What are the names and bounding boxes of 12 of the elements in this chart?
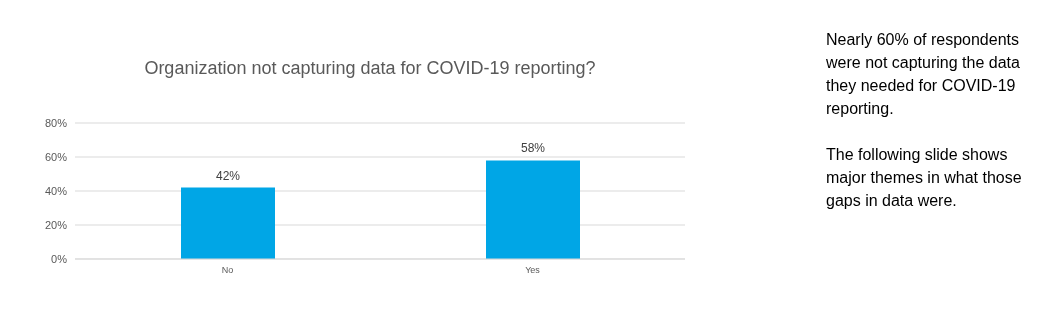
y-tick-label: 40%	[44, 184, 68, 197]
x-tick-label: No	[221, 265, 234, 276]
data-label: 42%	[215, 168, 241, 183]
data-label: 58%	[520, 141, 546, 156]
text: The following slide shows major themes in what those gaps in data were.	[826, 145, 1023, 211]
y-tick-label: 0%	[51, 252, 68, 265]
chart-title: Organization not capturing data for COVID-19 reporting?	[143, 58, 597, 79]
x-tick-label: Yes	[525, 265, 541, 276]
y-tick-label: 60%	[44, 150, 68, 163]
y-tick-label: 20%	[44, 218, 68, 231]
y-tick-label: 80%	[44, 116, 68, 129]
text: Nearly 60% of respondents were not capturing the data they needed for COVID-19 reporting.	[826, 30, 1021, 119]
